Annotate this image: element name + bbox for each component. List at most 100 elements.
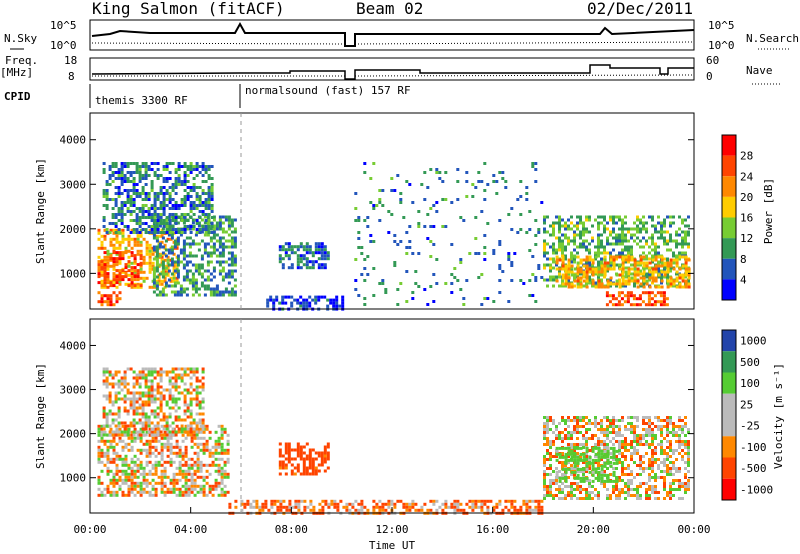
- heatmap-cell: [150, 228, 154, 231]
- heatmap-cell: [132, 192, 136, 195]
- heatmap-cell: [450, 201, 454, 204]
- heatmap-cell: [579, 425, 582, 428]
- heatmap-cell: [233, 293, 237, 297]
- heatmap-cell: [185, 269, 189, 273]
- heatmap-cell: [561, 261, 565, 265]
- heatmap-cell: [177, 174, 181, 177]
- heatmap-cell: [480, 180, 484, 183]
- heatmap-cell: [441, 508, 445, 512]
- heatmap-cell: [197, 248, 201, 252]
- heatmap-cell: [662, 297, 666, 301]
- heatmap-cell: [309, 508, 313, 512]
- heatmap-cell: [230, 245, 234, 249]
- heatmap-cell: [214, 463, 218, 467]
- heatmap-cell: [189, 430, 193, 434]
- heatmap-cell: [130, 487, 134, 491]
- heatmap-cell: [150, 183, 154, 186]
- heatmap-cell: [636, 464, 639, 467]
- heatmap-cell: [603, 251, 606, 255]
- heatmap-cell: [672, 488, 675, 491]
- heatmap-cell: [630, 488, 633, 491]
- heatmap-cell: [150, 367, 154, 371]
- heatmap-cell: [127, 269, 131, 273]
- heatmap-cell: [666, 434, 669, 437]
- heatmap-cell: [278, 466, 282, 470]
- heatmap-cell: [169, 481, 173, 485]
- heatmap-cell: [576, 473, 580, 477]
- heatmap-cell: [169, 487, 173, 491]
- heatmap-cell: [148, 469, 152, 473]
- heatmap-cell: [177, 376, 181, 380]
- heatmap-cell: [130, 478, 134, 482]
- heatmap-cell: [183, 165, 187, 168]
- heatmap-cell: [594, 452, 598, 456]
- heatmap-cell: [612, 236, 615, 240]
- heatmap-cell: [117, 433, 121, 437]
- heatmap-cell: [109, 469, 113, 473]
- heatmap-cell: [189, 165, 193, 168]
- heatmap-cell: [154, 466, 158, 470]
- heatmap-cell: [615, 236, 618, 240]
- heatmap-cell: [205, 493, 209, 497]
- heatmap-cell: [302, 460, 306, 464]
- heatmap-cell: [196, 454, 200, 458]
- heatmap-cell: [284, 254, 288, 258]
- heatmap-cell: [156, 391, 160, 395]
- heatmap-cell: [657, 215, 660, 219]
- heatmap-cell: [106, 294, 110, 298]
- heatmap-cell: [648, 266, 651, 270]
- heatmap-cell: [657, 497, 660, 500]
- heatmap-cell: [585, 218, 588, 222]
- heatmap-cell: [138, 421, 142, 425]
- heatmap-cell: [221, 248, 225, 252]
- heatmap-cell: [102, 424, 106, 428]
- heatmap-cell: [109, 427, 113, 431]
- heatmap-cell: [171, 421, 175, 425]
- heatmap-cell: [606, 285, 610, 289]
- heatmap-cell: [174, 216, 178, 219]
- heatmap-cell: [97, 424, 101, 428]
- heatmap-cell: [558, 284, 561, 288]
- heatmap-cell: [115, 275, 119, 279]
- heatmap-cell: [142, 433, 146, 437]
- heatmap-cell: [555, 473, 559, 477]
- heatmap-cell: [654, 224, 657, 228]
- heatmap-cell: [603, 224, 606, 228]
- colorbar-tick-label: 8: [740, 253, 747, 266]
- heatmap-cell: [153, 210, 157, 213]
- heatmap-cell: [597, 248, 600, 252]
- heatmap-cell: [666, 422, 669, 425]
- heatmap-cell: [159, 391, 163, 395]
- heatmap-cell: [558, 224, 561, 228]
- heatmap-cell: [609, 251, 612, 255]
- heatmap-cell: [226, 475, 230, 479]
- heatmap-cell: [212, 275, 216, 279]
- heatmap-cell: [363, 297, 367, 300]
- heatmap-cell: [144, 427, 148, 431]
- heatmap-cell: [223, 463, 227, 467]
- heatmap-cell: [108, 231, 112, 234]
- heatmap-cell: [597, 267, 601, 271]
- heatmap-cell: [169, 451, 173, 455]
- heatmap-cell: [212, 227, 216, 231]
- heatmap-cell: [152, 221, 156, 225]
- heatmap-cell: [130, 272, 134, 276]
- heatmap-cell: [615, 455, 618, 458]
- heatmap-cell: [570, 437, 573, 440]
- heatmap-cell: [629, 294, 633, 298]
- cpid-row: CPID themis 3300 RF normalsound (fast) 1…: [4, 84, 411, 108]
- heatmap-cell: [126, 177, 130, 180]
- heatmap-cell: [103, 430, 107, 434]
- heatmap-cell: [114, 165, 118, 168]
- heatmap-cell: [103, 442, 107, 446]
- heatmap-cell: [651, 270, 655, 274]
- heatmap-cell: [642, 470, 645, 473]
- heatmap-cell: [186, 213, 190, 216]
- heatmap-cell: [663, 461, 666, 464]
- heatmap-cell: [621, 239, 624, 243]
- heatmap-cell: [150, 397, 154, 401]
- heatmap-cell: [97, 448, 101, 452]
- heatmap-cell: [558, 227, 561, 231]
- heatmap-cell: [226, 451, 230, 455]
- heatmap-cell: [150, 186, 154, 189]
